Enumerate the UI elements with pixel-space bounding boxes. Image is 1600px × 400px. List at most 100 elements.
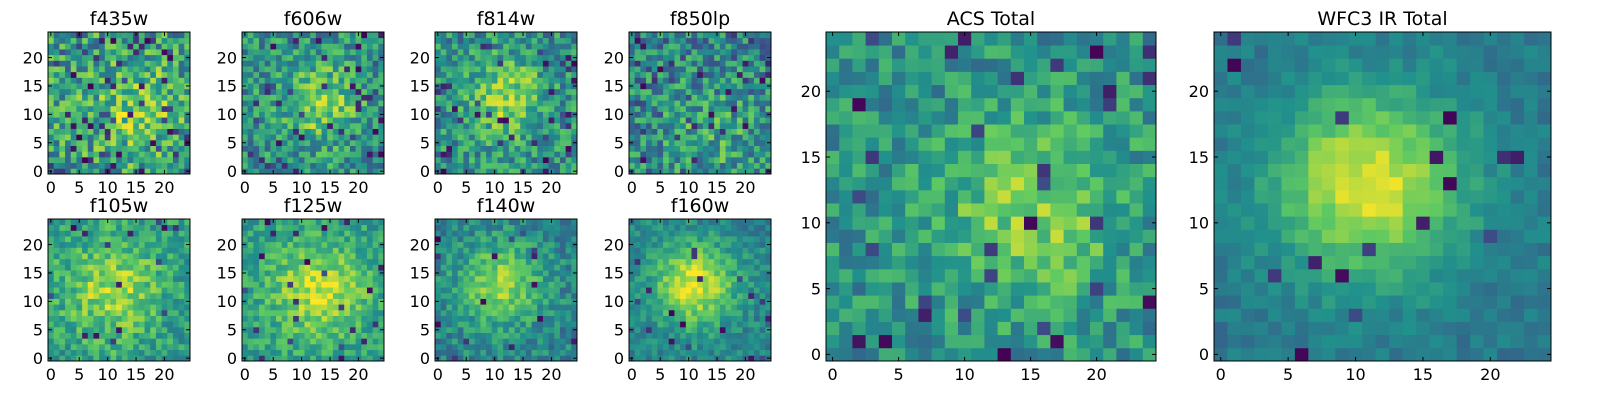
- heatmap-cell: [457, 292, 464, 299]
- heatmap-cell: [525, 287, 532, 294]
- heatmap-cell: [634, 292, 641, 299]
- heatmap-cell: [480, 32, 487, 39]
- heatmap-cell: [116, 224, 123, 231]
- heatmap-cell: [133, 264, 140, 271]
- heatmap-cell: [116, 66, 123, 73]
- heatmap-cell: [349, 355, 356, 362]
- heatmap-cell: [457, 145, 464, 152]
- heatmap-cell: [559, 71, 567, 78]
- heatmap-cell: [480, 270, 487, 277]
- heatmap-cell: [150, 247, 157, 254]
- heatmap-cell: [691, 343, 698, 351]
- heatmap-cell: [742, 111, 749, 118]
- heatmap-cell: [634, 43, 641, 50]
- heatmap-cell: [503, 49, 510, 56]
- heatmap-cell: [634, 151, 641, 158]
- heatmap-cell: [127, 304, 134, 311]
- heatmap-cell: [714, 338, 721, 345]
- heatmap-cell: [155, 37, 162, 44]
- heatmap-cell: [548, 111, 555, 118]
- heatmap-cells: [435, 32, 578, 175]
- heatmap-cell: [668, 332, 675, 339]
- heatmap-cell: [663, 54, 670, 61]
- heatmap-cell: [259, 71, 266, 78]
- heatmap-cell: [127, 219, 134, 226]
- heatmap-cell: [537, 236, 544, 243]
- heatmap-cell: [242, 145, 249, 152]
- heatmap-cell: [344, 139, 351, 146]
- heatmap-cell: [469, 230, 476, 237]
- heatmap-cell: [127, 100, 134, 107]
- heatmap-cell: [150, 253, 157, 260]
- heatmap-cell: [293, 122, 300, 129]
- heatmap-cell: [714, 162, 721, 169]
- heatmap-cell: [674, 315, 681, 322]
- heatmap-cell: [531, 71, 538, 78]
- heatmap-cell: [349, 253, 356, 260]
- heatmap-cell: [469, 71, 476, 78]
- heatmap-cell: [344, 83, 351, 90]
- heatmap-cell: [355, 326, 362, 333]
- heatmap-cell: [537, 224, 544, 231]
- heatmap-cell: [65, 287, 72, 294]
- heatmap-cell: [270, 270, 277, 277]
- heatmap-cell: [520, 156, 527, 164]
- heatmap-cell: [469, 100, 476, 107]
- heatmap-cell: [116, 338, 123, 345]
- heatmap-cell: [281, 60, 288, 67]
- heatmap-cell: [480, 315, 487, 322]
- heatmap-cell: [344, 156, 351, 164]
- heatmap-cell: [646, 270, 653, 277]
- heatmap-cell: [253, 94, 260, 101]
- heatmap-cell: [748, 145, 755, 152]
- heatmap-cell: [150, 326, 157, 333]
- heatmap-cell: [298, 338, 305, 345]
- heatmap-cell: [293, 287, 300, 294]
- heatmap-cell: [742, 117, 749, 124]
- heatmap-cell: [514, 134, 521, 141]
- heatmap-cell: [70, 321, 77, 328]
- heatmap-cell: [349, 117, 356, 124]
- heatmap-cell: [742, 122, 749, 129]
- heatmap-cell: [59, 128, 66, 135]
- heatmap-cell: [491, 94, 498, 101]
- heatmap-cell: [59, 309, 66, 316]
- heatmap-cell: [542, 145, 549, 152]
- heatmap-cell: [184, 77, 191, 84]
- heatmap-cell: [537, 258, 544, 265]
- heatmap-cell: [264, 236, 271, 243]
- heatmap-cell: [708, 105, 715, 112]
- heatmap-cell: [167, 338, 174, 345]
- heatmap-cell: [65, 139, 72, 146]
- heatmap-cell: [253, 162, 260, 169]
- heatmap-cell: [82, 117, 89, 124]
- heatmap-cell: [714, 139, 721, 146]
- heatmap-cell: [702, 88, 709, 95]
- heatmap-cell: [53, 105, 60, 112]
- heatmap-cell: [315, 122, 322, 129]
- heatmap-cell: [508, 247, 515, 254]
- heatmap-cell: [116, 236, 123, 243]
- heatmap-cell: [167, 60, 174, 67]
- heatmap-cell: [731, 349, 738, 356]
- heatmap-cell: [691, 54, 698, 61]
- heatmap-cell: [725, 156, 732, 164]
- heatmap-cell: [253, 298, 260, 305]
- heatmap-cell: [127, 122, 134, 129]
- heatmap-cell: [327, 236, 334, 243]
- heatmap-cell: [121, 219, 128, 226]
- heatmap-cell: [184, 275, 191, 282]
- heatmap-cell: [491, 105, 498, 112]
- heatmap-cell: [304, 151, 311, 158]
- heatmap-cell: [110, 151, 117, 158]
- heatmap-cell: [714, 151, 721, 158]
- heatmap-cell: [719, 66, 726, 73]
- heatmap-cell: [663, 117, 670, 124]
- heatmap-cell: [327, 37, 334, 44]
- heatmap-cell: [469, 253, 476, 260]
- heatmap-cell: [748, 134, 755, 141]
- heatmap-cell: [452, 32, 459, 39]
- heatmap-cell: [378, 315, 385, 322]
- heatmap-cell: [99, 37, 106, 44]
- heatmap-cell: [486, 54, 493, 61]
